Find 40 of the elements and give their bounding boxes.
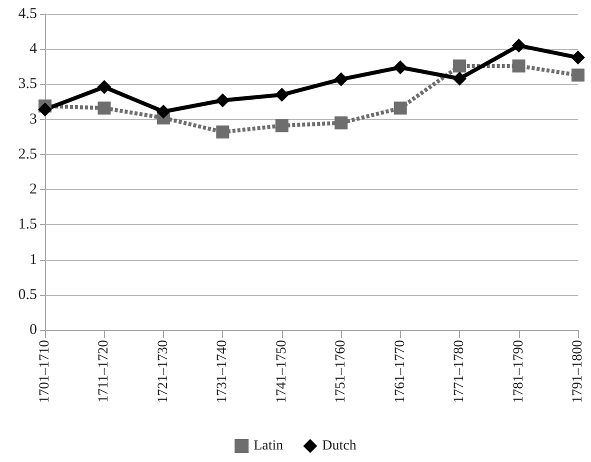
point	[571, 50, 585, 65]
x-tick-label: 1781–1790	[511, 340, 526, 403]
point	[156, 104, 170, 119]
point	[512, 38, 526, 53]
y-tick-label: 0	[30, 322, 37, 338]
point	[512, 59, 526, 72]
y-tick-label: 1.5	[18, 216, 37, 233]
point	[394, 102, 407, 115]
y-tick-label: 2.5	[18, 146, 37, 162]
point	[98, 102, 111, 115]
point	[453, 59, 466, 72]
x-tick-label: 1701–1710	[38, 340, 52, 403]
point	[97, 80, 112, 94]
y-tick-label: 2	[30, 182, 37, 198]
point	[452, 72, 467, 86]
x-tick-label: 1721–1730	[156, 340, 171, 403]
x-tick-label: 1711–1720	[96, 340, 112, 402]
point	[572, 68, 584, 82]
point	[216, 93, 230, 108]
legend-label: Dutch	[322, 438, 356, 454]
x-tick-label: 1741–1750	[274, 340, 290, 403]
y-tick-label: 3.5	[18, 76, 37, 92]
point	[216, 125, 230, 138]
y-tick-label: 3	[30, 111, 37, 128]
point	[393, 60, 408, 74]
x-tick-label: 1731–1740	[215, 340, 230, 403]
point	[334, 72, 348, 86]
x-tick-label: 1751–1760	[334, 340, 349, 403]
y-tick-label: 4.5	[18, 6, 37, 22]
point	[334, 116, 348, 130]
x-tick-label: 1761–1770	[392, 340, 408, 403]
point	[38, 102, 52, 116]
legend-label: Latin	[254, 438, 284, 454]
y-tick-label: 4	[30, 41, 38, 58]
point	[275, 119, 288, 132]
x-tick-label: 1791–1800	[570, 340, 586, 403]
y-tick-label: 1	[30, 252, 37, 268]
point	[274, 88, 289, 102]
x-tick-label: 1771–1780	[452, 340, 468, 403]
y-tick-label: 0.5	[18, 286, 37, 303]
